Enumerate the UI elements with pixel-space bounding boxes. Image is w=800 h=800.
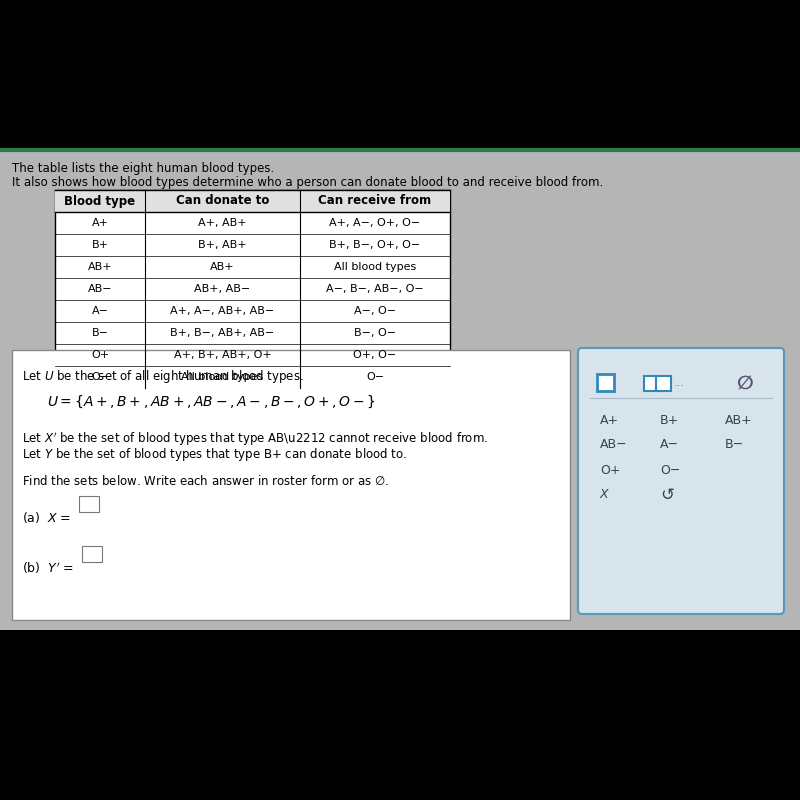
Bar: [55, 190, 450, 212]
Text: A−: A−: [660, 438, 679, 451]
Text: X: X: [600, 489, 609, 502]
Text: A+, AB+: A+, AB+: [198, 218, 247, 228]
Text: AB+: AB+: [725, 414, 753, 426]
Text: AB−: AB−: [88, 284, 112, 294]
Text: A+, A−, O+, O−: A+, A−, O+, O−: [330, 218, 421, 228]
Text: O+, O−: O+, O−: [354, 350, 397, 360]
Text: AB−: AB−: [600, 438, 628, 451]
Text: Let $Y$ be the set of blood types that type B+ can donate blood to.: Let $Y$ be the set of blood types that t…: [22, 446, 407, 463]
Text: B+: B+: [660, 414, 679, 426]
Text: A−, O−: A−, O−: [354, 306, 396, 316]
Text: B+: B+: [91, 240, 109, 250]
Text: A+, B+, AB+, O+: A+, B+, AB+, O+: [174, 350, 271, 360]
Text: It also shows how blood types determine who a person can donate blood to and rec: It also shows how blood types determine …: [12, 176, 603, 189]
Bar: [597, 374, 614, 391]
Text: O+: O+: [91, 350, 109, 360]
Text: B+, B−, O+, O−: B+, B−, O+, O−: [330, 240, 421, 250]
Text: A−, B−, AB−, O−: A−, B−, AB−, O−: [326, 284, 424, 294]
Text: B+, B−, AB+, AB−: B+, B−, AB+, AB−: [170, 328, 274, 338]
Text: AB+: AB+: [210, 262, 235, 272]
Text: $U = \{A+, B+, AB+, AB-, A-, B-, O+, O-\}$: $U = \{A+, B+, AB+, AB-, A-, B-, O+, O-\…: [47, 394, 376, 410]
Text: Can receive from: Can receive from: [318, 194, 431, 207]
Text: O−: O−: [366, 372, 384, 382]
FancyBboxPatch shape: [12, 350, 570, 620]
Text: B−, O−: B−, O−: [354, 328, 396, 338]
Text: AB+: AB+: [88, 262, 112, 272]
Text: B+, AB+: B+, AB+: [198, 240, 247, 250]
Text: Let $X'$ be the set of blood types that type AB\u2212 cannot receive blood from.: Let $X'$ be the set of blood types that …: [22, 430, 488, 447]
Text: A+, A−, AB+, AB−: A+, A−, AB+, AB−: [170, 306, 274, 316]
Bar: [656, 376, 671, 391]
Text: A+: A+: [600, 414, 619, 426]
Bar: [644, 376, 659, 391]
Text: Find the sets below. Write each answer in roster form or as $\varnothing$.: Find the sets below. Write each answer i…: [22, 474, 389, 488]
Text: AB+, AB−: AB+, AB−: [194, 284, 250, 294]
Text: ...: ...: [674, 378, 685, 388]
Text: O+: O+: [600, 463, 621, 477]
Text: Can donate to: Can donate to: [176, 194, 269, 207]
Text: (a)  $X$ =: (a) $X$ =: [22, 510, 71, 525]
Text: Blood type: Blood type: [65, 194, 135, 207]
FancyBboxPatch shape: [578, 348, 784, 614]
Text: All blood types: All blood types: [334, 262, 416, 272]
Bar: [82, 546, 102, 562]
Bar: [0, 150, 800, 630]
Bar: [55, 190, 450, 388]
Text: B−: B−: [91, 328, 109, 338]
Text: A−: A−: [91, 306, 109, 316]
Text: A+: A+: [91, 218, 109, 228]
Text: The table lists the eight human blood types.: The table lists the eight human blood ty…: [12, 162, 274, 175]
Text: All blood types: All blood types: [182, 372, 264, 382]
Text: (b)  $Y'$ =: (b) $Y'$ =: [22, 560, 74, 575]
Text: ∅: ∅: [736, 374, 752, 393]
Text: B−: B−: [725, 438, 744, 451]
Text: O−: O−: [660, 463, 680, 477]
Text: Let $U$ be the set of all eight human blood types.: Let $U$ be the set of all eight human bl…: [22, 368, 304, 385]
Bar: [79, 496, 99, 512]
Text: O−: O−: [91, 372, 109, 382]
Text: ↺: ↺: [660, 486, 674, 504]
